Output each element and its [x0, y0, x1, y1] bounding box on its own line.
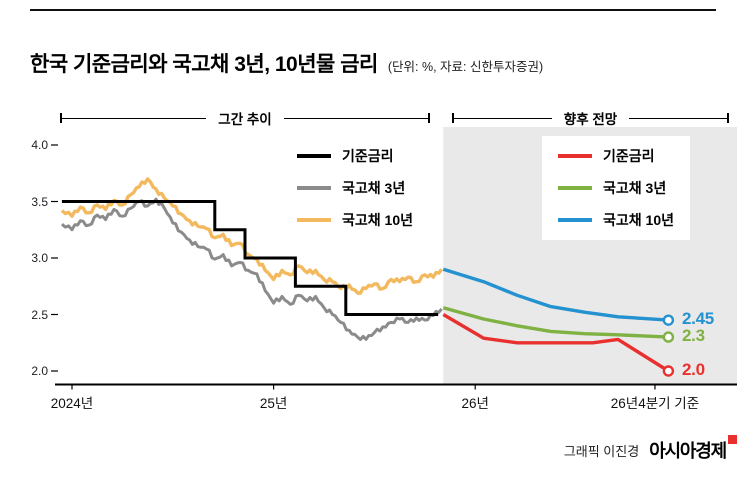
legend-item-10yr-bond-forecast: 국고채 10년: [558, 210, 674, 230]
top-rule: [30, 9, 716, 11]
legend-label: 국고채 3년: [603, 180, 667, 196]
bracket-line: [283, 117, 428, 119]
bracket-tick-right: [727, 113, 729, 123]
bracket-tick-right: [428, 113, 430, 123]
bracket-tick-left: [452, 113, 454, 123]
line-swatch-orange: [297, 218, 331, 222]
legend-label: 국고채 3년: [342, 180, 406, 196]
bracket-line: [454, 117, 552, 119]
line-swatch-green: [558, 186, 592, 190]
legend-item-base-rate-forecast: 기준금리: [558, 146, 674, 166]
bracket-line: [62, 117, 207, 119]
series-end-marker: [662, 314, 675, 326]
series-line: [61, 200, 439, 316]
series-line: [60, 197, 443, 341]
page-title: 한국 기준금리와 국고채 3년, 10년물 금리: [30, 53, 378, 76]
legend-item-10yr-bond: 국고채 10년: [297, 210, 413, 230]
line-swatch-gray: [297, 186, 331, 190]
series-line: [442, 313, 670, 373]
unit-source-note: (단위: %, 자료: 신한투자증권): [387, 60, 544, 74]
section-bracket-future: 향후 전망: [452, 110, 729, 127]
legend-label: 국고채 10년: [603, 212, 674, 228]
section-label-past: 그간 추이: [218, 112, 272, 127]
brand-logo: 아시아경제: [649, 435, 737, 463]
legend-label: 기준금리: [603, 148, 655, 164]
series-end-marker: [662, 365, 675, 377]
series-end-marker: [662, 331, 675, 343]
line-swatch-blue: [558, 218, 592, 222]
bracket-line: [629, 117, 727, 119]
line-swatch-red: [558, 154, 592, 158]
legend-label: 기준금리: [342, 148, 394, 164]
line-swatch-black: [297, 154, 331, 158]
section-label-future: 향후 전망: [563, 112, 618, 127]
legend-item-3yr-bond: 국고채 3년: [297, 178, 413, 198]
legend-item-base-rate: 기준금리: [297, 146, 413, 166]
legend-label: 국고채 10년: [342, 212, 413, 228]
legend-forecast: 기준금리 국고채 3년 국고채 10년: [542, 136, 690, 240]
series-line: [442, 306, 669, 339]
credit-footer: 그래픽 이진경 아시아경제: [563, 435, 737, 463]
brand-name: 아시아경제: [649, 441, 727, 461]
series-line: [442, 267, 669, 322]
section-bracket-past: 그간 추이: [60, 110, 430, 127]
chart-header: 한국 기준금리와 국고채 3년, 10년물 금리 (단위: %, 자료: 신한투…: [30, 48, 543, 78]
brand-logo-mark-icon: [728, 435, 737, 444]
legend-item-3yr-bond-forecast: 국고채 3년: [558, 178, 674, 198]
graphic-credit: 그래픽 이진경: [563, 443, 640, 459]
legend-historical: 기준금리 국고채 3년 국고채 10년: [281, 136, 429, 240]
bracket-tick-left: [60, 113, 62, 123]
